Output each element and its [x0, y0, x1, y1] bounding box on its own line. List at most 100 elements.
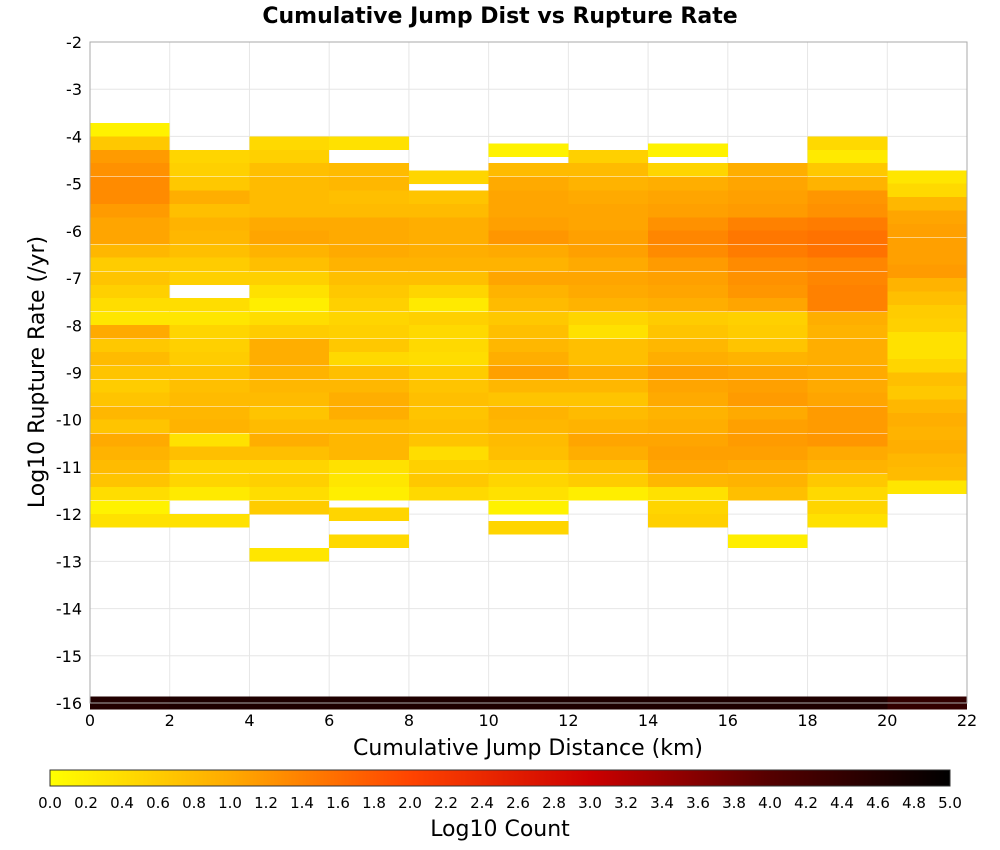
heatmap-cell	[488, 244, 569, 258]
heatmap-cell	[807, 338, 888, 353]
heatmap-cell	[488, 163, 569, 177]
y-axis-ticks: -2 -3 -4 -5 -6 -7 -8 -9 -10 -11 -12 -13 -14 -15 -16	[56, 33, 82, 713]
heatmap-cell	[249, 149, 330, 164]
heatmap-cell	[568, 446, 649, 460]
heatmap-cell	[90, 365, 170, 380]
heatmap-cell	[727, 433, 808, 447]
heatmap-cell	[807, 500, 888, 515]
heatmap-cell	[329, 271, 409, 285]
colorbar-tick-label: 0.8	[182, 794, 206, 812]
y-tick-label: -9	[66, 364, 82, 383]
heatmap-cell	[408, 298, 489, 312]
heatmap-cell	[249, 285, 330, 299]
colorbar-tick-label: 2.8	[542, 794, 566, 812]
heatmap-cell	[568, 257, 649, 272]
x-tick-label: 14	[638, 711, 658, 730]
heatmap-cell	[329, 298, 409, 312]
heatmap-cell	[488, 433, 569, 447]
heatmap-cell	[727, 534, 808, 548]
heatmap-cell	[648, 244, 728, 258]
heatmap-cell	[488, 298, 569, 312]
heatmap-cell	[249, 163, 330, 177]
heatmap-cell	[887, 291, 967, 306]
heatmap-cell	[727, 460, 808, 474]
heatmap-cell	[329, 534, 409, 548]
heatmap-cell	[90, 163, 170, 177]
y-tick-label: -16	[56, 694, 82, 713]
heatmap-cell	[408, 419, 489, 434]
plot-border	[89, 41, 968, 704]
heatmap-cell	[727, 419, 808, 434]
colorbar-tick-label: 1.0	[218, 794, 242, 812]
heatmap-cell	[488, 271, 569, 285]
heatmap-cell	[887, 359, 967, 373]
heatmap-cell	[329, 311, 409, 326]
heatmap-cell	[887, 412, 967, 427]
heatmap-cell	[408, 446, 489, 460]
heatmap-cells	[90, 123, 967, 710]
heatmap-cell	[249, 352, 330, 366]
heatmap-cell	[727, 257, 808, 272]
heatmap-cell	[568, 285, 649, 299]
heatmap-cell	[249, 244, 330, 258]
y-tick-label: -6	[66, 222, 82, 241]
heatmap-cell	[568, 338, 649, 353]
heatmap-cell	[488, 487, 569, 501]
heatmap-cell	[90, 244, 170, 258]
heatmap-cell	[727, 230, 808, 245]
colorbar-tick-label: 2.6	[506, 794, 530, 812]
heatmap-cell	[169, 419, 250, 434]
heatmap-cell	[727, 325, 808, 339]
heatmap-cell	[568, 176, 649, 191]
heatmap-cell	[90, 230, 170, 245]
heatmap-cell	[568, 203, 649, 218]
heatmap-cell	[807, 217, 888, 231]
colorbar-tick-label: 2.2	[434, 794, 458, 812]
heatmap-cell	[887, 426, 967, 441]
heatmap-cell	[249, 500, 330, 515]
heatmap-cell	[807, 406, 888, 420]
heatmap-cell	[568, 365, 649, 380]
heatmap-cell	[887, 372, 967, 386]
heatmap-cell	[488, 419, 569, 434]
heatmap-cell	[887, 386, 967, 400]
heatmap-cell	[807, 176, 888, 191]
heatmap-cell	[169, 203, 250, 218]
y-tick-label: -13	[56, 552, 82, 571]
heatmap-cell	[169, 446, 250, 460]
colorbar-tick-label: 3.4	[650, 794, 674, 812]
heatmap-cell	[887, 332, 967, 346]
heatmap-cell	[90, 446, 170, 460]
heatmap-cell	[648, 500, 728, 515]
heatmap-cell	[329, 392, 409, 407]
heatmap-cell	[807, 257, 888, 272]
heatmap-cell	[887, 318, 967, 333]
heatmap-cell	[807, 285, 888, 299]
heatmap-cell	[249, 548, 330, 562]
heatmap-cell	[329, 230, 409, 245]
heatmap-cell	[887, 304, 967, 319]
heatmap-cell	[648, 473, 728, 488]
x-tick-label: 4	[244, 711, 254, 730]
y-tick-label: -2	[66, 33, 82, 52]
heatmap-cell	[568, 230, 649, 245]
heatmap-cell	[648, 311, 728, 326]
heatmap-cell	[329, 352, 409, 366]
heatmap-cell	[169, 433, 250, 447]
heatmap-cell	[887, 345, 967, 359]
heatmap-cell	[329, 257, 409, 272]
heatmap-cell	[887, 170, 967, 184]
heatmap-cell	[329, 507, 409, 521]
heatmap-cell	[249, 338, 330, 353]
heatmap-cell	[408, 325, 489, 339]
heatmap-cell	[169, 406, 250, 420]
heatmap-cell	[408, 244, 489, 258]
heatmap-cell	[249, 325, 330, 339]
heatmap-cell	[249, 365, 330, 380]
y-tick-label: -10	[56, 411, 82, 430]
heatmap-cell	[90, 514, 170, 528]
colorbar-tick-label: 3.0	[578, 794, 602, 812]
heatmap-cell	[329, 460, 409, 474]
heatmap-cell	[169, 487, 250, 501]
heatmap-cell	[329, 190, 409, 205]
